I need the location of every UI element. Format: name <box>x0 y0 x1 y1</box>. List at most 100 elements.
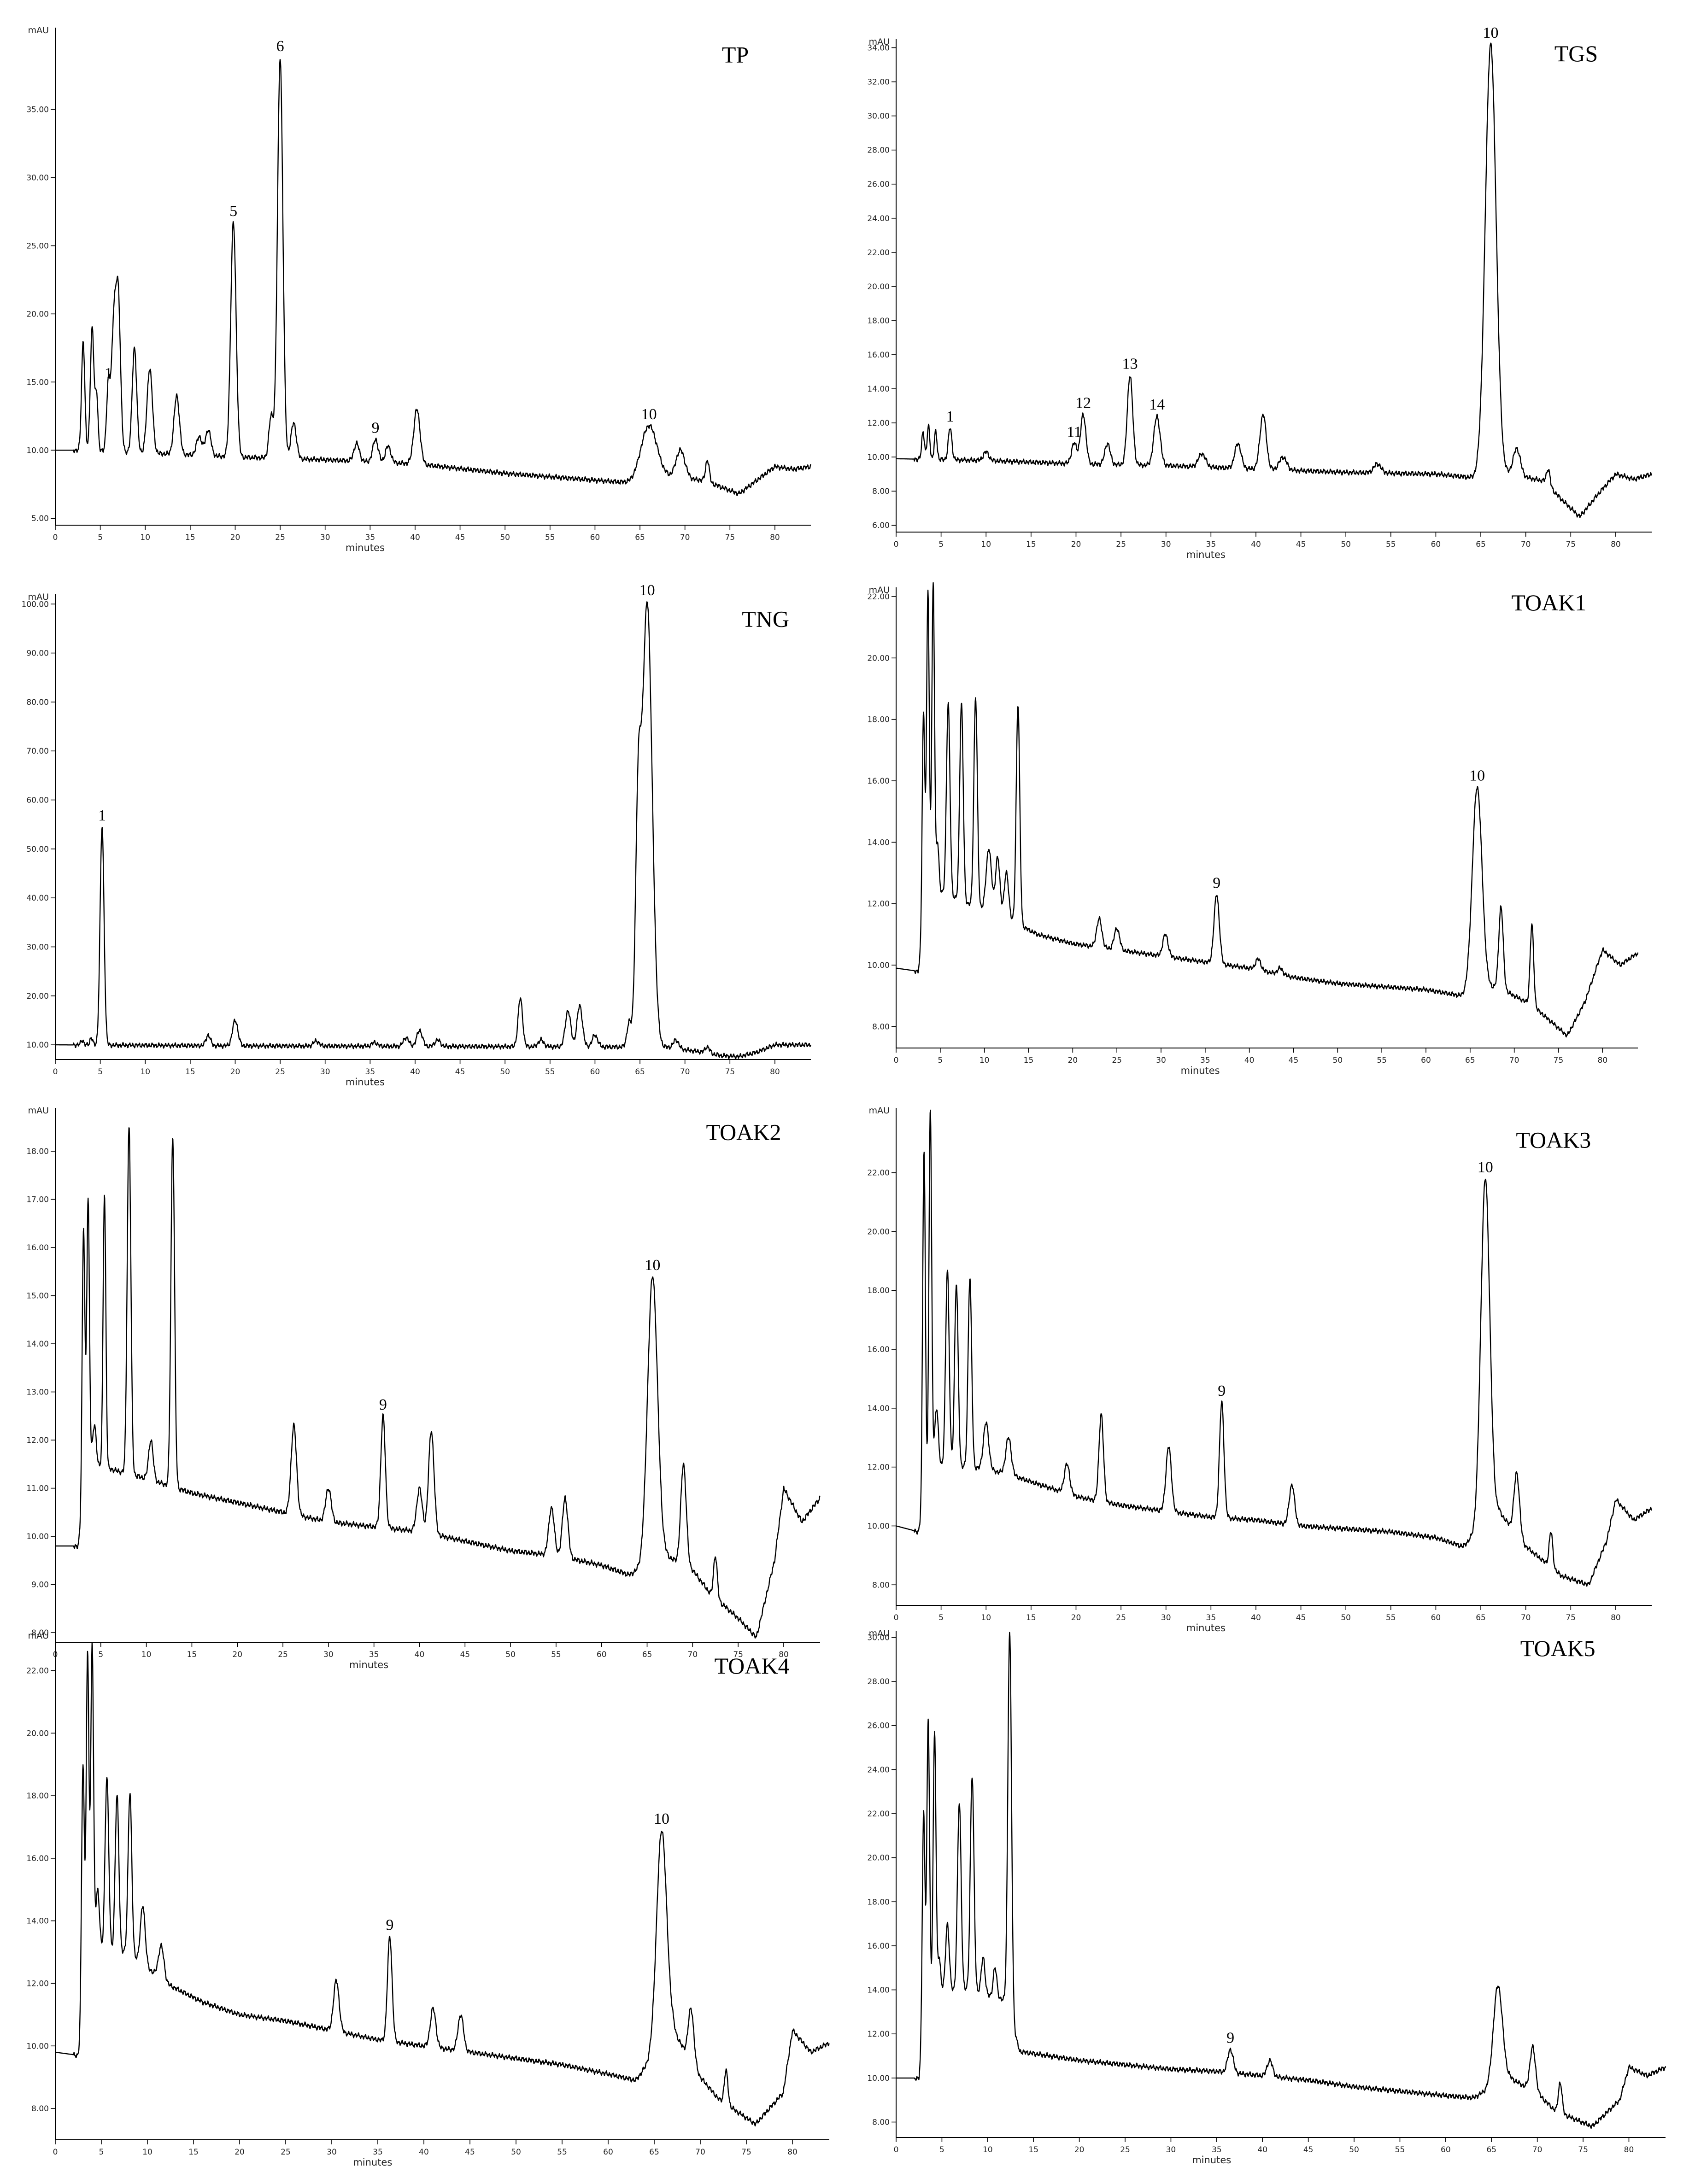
x-tick-label: 15 <box>1024 1056 1034 1065</box>
y-tick-label: 10.00 <box>867 961 890 970</box>
peak-label: 9 <box>1218 1382 1226 1399</box>
peak-label: 9 <box>1213 875 1220 892</box>
y-axis-unit: mAU <box>28 1106 49 1116</box>
y-axis-unit: mAU <box>869 37 890 47</box>
peak-label: 1 <box>98 807 106 824</box>
chromatogram-trace <box>896 1109 1652 1587</box>
chart-panel-toak1: 0 5 10 15 20 25 30 35 40 45 50 55 60 65 70 75 80 8.00 10.0… <box>867 582 1639 1076</box>
y-tick-label: 17.00 <box>26 1195 49 1205</box>
chromatogram-trace <box>55 1642 830 2127</box>
x-tick-label: 70 <box>1532 2145 1543 2155</box>
x-tick-label: 30 <box>1156 1056 1166 1065</box>
x-tick-label: 15 <box>1026 540 1036 549</box>
x-axis-title: minutes <box>1192 2155 1231 2166</box>
x-tick-label: 45 <box>1296 540 1306 549</box>
peak-label: 1 <box>105 365 112 382</box>
x-tick-label: 5 <box>938 1613 944 1622</box>
y-tick-label: 14.00 <box>867 1404 890 1413</box>
x-tick-label: 60 <box>597 1650 607 1659</box>
y-tick-label: 20.00 <box>867 1227 890 1236</box>
peak-label: 10 <box>641 406 657 423</box>
x-tick-label: 45 <box>455 1067 465 1077</box>
y-tick-label: 20.00 <box>867 1854 890 1863</box>
chart-panel-toak4: 0 5 10 15 20 25 30 35 40 45 50 55 60 65 70 75 80 8.00 10.0… <box>26 1631 830 2168</box>
x-tick-label: 10 <box>980 1056 990 1065</box>
x-tick-label: 10 <box>140 1067 150 1077</box>
x-tick-label: 55 <box>1377 1056 1387 1065</box>
x-tick-label: 20 <box>230 533 240 542</box>
x-tick-label: 70 <box>1521 1613 1531 1622</box>
x-tick-label: 60 <box>603 2148 613 2157</box>
x-tick-label: 25 <box>1112 1056 1122 1065</box>
y-tick-label: 14.00 <box>867 1986 890 1995</box>
chromatogram-trace <box>896 1632 1666 2129</box>
y-tick-label: 24.00 <box>867 214 890 223</box>
x-tick-label: 45 <box>1296 1613 1306 1622</box>
x-tick-label: 75 <box>725 533 735 542</box>
y-axis-unit: mAU <box>869 585 890 595</box>
x-tick-label: 80 <box>770 533 780 542</box>
x-tick-label: 25 <box>1120 2145 1130 2155</box>
x-tick-label: 80 <box>779 1650 789 1659</box>
x-tick-label: 30 <box>1166 2145 1176 2155</box>
x-tick-label: 70 <box>688 1650 698 1659</box>
x-tick-label: 45 <box>455 533 465 542</box>
y-tick-label: 28.00 <box>867 1677 890 1686</box>
x-tick-label: 0 <box>894 1056 899 1065</box>
x-tick-label: 55 <box>545 1067 555 1077</box>
x-tick-label: 70 <box>1521 540 1531 549</box>
y-tick-label: 14.00 <box>26 1917 49 1926</box>
y-tick-label: 26.00 <box>867 180 890 189</box>
y-tick-label: 20.00 <box>867 282 890 292</box>
peak-label: 10 <box>1478 1159 1493 1176</box>
y-tick-label: 26.00 <box>867 1721 890 1731</box>
chromatogram-trace <box>896 42 1652 518</box>
y-tick-label: 15.00 <box>26 378 49 387</box>
x-tick-label: 50 <box>1341 540 1351 549</box>
x-tick-label: 0 <box>53 533 58 542</box>
x-tick-label: 10 <box>142 2148 153 2157</box>
x-tick-label: 10 <box>983 2145 993 2155</box>
x-tick-label: 75 <box>1578 2145 1588 2155</box>
x-tick-label: 75 <box>741 2148 751 2157</box>
chart-panel-tp: 0 5 10 15 20 25 30 35 40 45 50 55 60 65 70 75 805.0010.0… <box>26 25 811 553</box>
y-tick-label: 18.00 <box>867 1286 890 1295</box>
x-tick-label: 65 <box>635 533 645 542</box>
y-tick-label: 80.00 <box>26 698 49 707</box>
y-tick-label: 12.00 <box>867 900 890 909</box>
y-tick-label: 18.00 <box>867 316 890 326</box>
x-tick-label: 70 <box>1509 1056 1519 1065</box>
x-tick-label: 50 <box>500 1067 510 1077</box>
x-tick-label: 50 <box>1341 1613 1351 1622</box>
y-tick-label: 10.00 <box>26 446 49 455</box>
panel-title: TOAK3 <box>1516 1127 1591 1153</box>
x-tick-label: 30 <box>320 533 330 542</box>
x-tick-label: 25 <box>281 2148 291 2157</box>
x-tick-label: 40 <box>1251 1613 1261 1622</box>
y-tick-label: 9.00 <box>31 1581 49 1590</box>
x-tick-label: 25 <box>278 1650 288 1659</box>
x-tick-label: 50 <box>511 2148 521 2157</box>
chromatogram-trace <box>55 601 811 1060</box>
x-tick-label: 20 <box>235 2148 245 2157</box>
x-tick-label: 35 <box>373 2148 383 2157</box>
y-axis-unit: mAU <box>28 25 49 35</box>
y-tick-label: 10.00 <box>867 453 890 462</box>
y-tick-label: 16.00 <box>867 351 890 360</box>
x-tick-label: 35 <box>1206 540 1216 549</box>
x-tick-label: 70 <box>695 2148 705 2157</box>
x-tick-label: 5 <box>939 2145 944 2155</box>
y-tick-label: 10.00 <box>26 1041 49 1050</box>
x-tick-label: 80 <box>1624 2145 1634 2155</box>
y-tick-label: 15.00 <box>26 1292 49 1301</box>
x-tick-label: 30 <box>1161 1613 1171 1622</box>
y-tick-label: 22.00 <box>867 1809 890 1819</box>
x-tick-label: 30 <box>320 1067 330 1077</box>
x-tick-label: 25 <box>1116 540 1126 549</box>
x-tick-label: 15 <box>187 1650 197 1659</box>
x-tick-label: 35 <box>365 1067 375 1077</box>
y-tick-label: 8.00 <box>872 2118 890 2127</box>
y-tick-label: 20.00 <box>26 1729 49 1738</box>
y-tick-label: 12.00 <box>26 1979 49 1988</box>
y-tick-label: 16.00 <box>867 777 890 786</box>
